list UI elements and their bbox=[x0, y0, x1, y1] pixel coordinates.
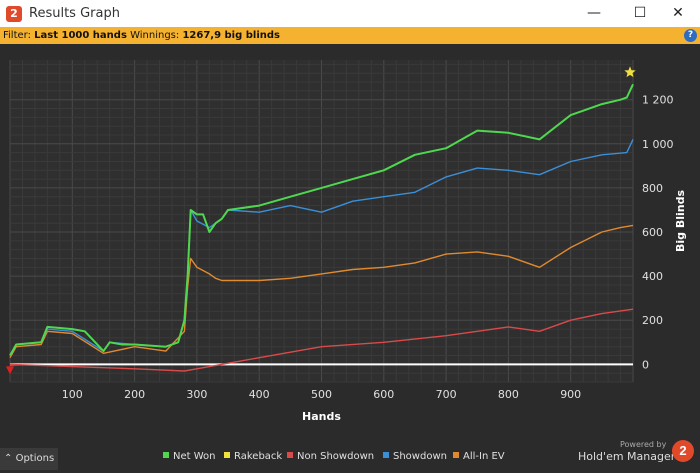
legend-item-showdown[interactable]: Showdown bbox=[383, 451, 447, 462]
rakeback-star-marker bbox=[624, 66, 636, 78]
x-tick-label: 900 bbox=[560, 388, 581, 401]
filter-prefix: Filter: bbox=[3, 30, 31, 41]
brand-name: Hold'em Manager bbox=[578, 450, 676, 463]
x-tick-label: 500 bbox=[311, 388, 332, 401]
y-tick-label: 1 200 bbox=[642, 94, 674, 107]
minimize-button[interactable]: — bbox=[587, 5, 601, 21]
y-tick-label: 0 bbox=[642, 358, 649, 371]
legend-label: Rakeback bbox=[234, 451, 283, 462]
legend-swatch bbox=[453, 452, 459, 458]
filter-bar: Filter: Last 1000 hands Winnings: 1267,9… bbox=[0, 27, 700, 44]
y-axis-label: Big Blinds bbox=[674, 190, 687, 252]
x-tick-label: 300 bbox=[186, 388, 207, 401]
legend-swatch bbox=[383, 452, 389, 458]
y-tick-label: 600 bbox=[642, 226, 663, 239]
bottom-bar: ⌃ Options Net Won Rakeback Non Showdown Sho… bbox=[0, 440, 700, 473]
options-button[interactable]: ⌃ Options bbox=[0, 448, 58, 470]
x-tick-label: 800 bbox=[498, 388, 519, 401]
winnings-value: 1267,9 big blinds bbox=[182, 30, 280, 41]
maximize-button[interactable]: ☐ bbox=[633, 5, 647, 21]
winnings-label: Winnings: bbox=[130, 30, 180, 41]
results-chart: 100 200 300 400 500 600 700 800 900 0 200 400 600 800… bbox=[6, 60, 687, 423]
legend-swatch bbox=[287, 452, 293, 458]
y-tick-label: 1 000 bbox=[642, 138, 674, 151]
x-tick-label: 100 bbox=[62, 388, 83, 401]
legend-item-non-showdown[interactable]: Non Showdown bbox=[287, 451, 374, 462]
y-tick-label: 400 bbox=[642, 270, 663, 283]
legend-label: All-In EV bbox=[463, 451, 505, 462]
series-line-non-showdown bbox=[9, 308, 634, 372]
app-logo-icon: 2 bbox=[6, 6, 22, 22]
filter-value: Last 1000 hands bbox=[34, 30, 127, 41]
series-line-all-in-ev bbox=[9, 224, 634, 359]
close-button[interactable]: ✕ bbox=[672, 5, 684, 21]
brand-logo-icon: 2 bbox=[672, 440, 694, 462]
series-line-net-won bbox=[9, 83, 634, 356]
legend-swatch bbox=[224, 452, 230, 458]
y-tick-label: 200 bbox=[642, 314, 663, 327]
start-marker bbox=[6, 366, 14, 375]
chevron-up-icon: ⌃ bbox=[4, 453, 13, 464]
x-tick-label: 200 bbox=[124, 388, 145, 401]
options-label: Options bbox=[15, 453, 55, 464]
powered-by-text: Powered by bbox=[620, 440, 667, 449]
window-title: Results Graph bbox=[29, 6, 120, 21]
legend-item-rakeback[interactable]: Rakeback bbox=[224, 451, 282, 462]
legend-label: Non Showdown bbox=[297, 451, 375, 462]
title-bar: 2 Results Graph — ☐ ✕ bbox=[0, 0, 700, 27]
legend-label: Showdown bbox=[393, 451, 447, 462]
legend-swatch bbox=[163, 452, 169, 458]
legend-item-net-won[interactable]: Net Won bbox=[163, 451, 216, 462]
legend-item-all-in-ev[interactable]: All-In EV bbox=[453, 451, 505, 462]
y-tick-label: 800 bbox=[642, 182, 663, 195]
x-tick-label: 600 bbox=[373, 388, 394, 401]
x-tick-label: 700 bbox=[436, 388, 457, 401]
x-tick-label: 400 bbox=[249, 388, 270, 401]
legend-label: Net Won bbox=[173, 451, 216, 462]
help-icon[interactable]: ? bbox=[684, 29, 697, 42]
x-axis-label: Hands bbox=[302, 410, 341, 423]
